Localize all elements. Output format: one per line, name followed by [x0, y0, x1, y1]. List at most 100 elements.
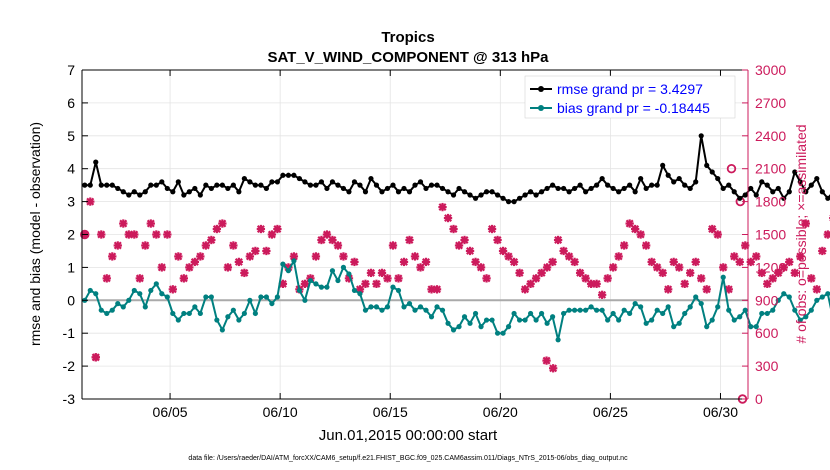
bias-point	[825, 291, 830, 297]
rmse-point	[538, 189, 545, 195]
obs-assimilated-marker	[350, 257, 359, 267]
bias-point	[153, 281, 159, 287]
rmse-point	[709, 169, 715, 175]
y-tick-right-label: 2400	[755, 128, 786, 144]
rmse-point	[214, 182, 220, 188]
bias-point	[483, 317, 490, 323]
rmse-point	[351, 179, 358, 185]
y-tick-left-label: -3	[63, 391, 76, 407]
bias-point	[406, 300, 413, 307]
obs-assimilated-marker	[372, 279, 381, 289]
rmse-point	[687, 185, 693, 192]
obs-assimilated-marker	[174, 252, 183, 261]
obs-assimilated-marker	[245, 252, 255, 261]
bias-point	[803, 314, 809, 320]
bias-point	[781, 291, 787, 297]
x-axis-label: Jun.01,2015 00:00:00 start	[319, 427, 498, 444]
rmse-point	[109, 182, 115, 188]
bias-point	[715, 304, 721, 310]
obs-assimilated-marker	[388, 241, 398, 250]
obs-assimilated-marker	[454, 241, 464, 250]
bias-point	[252, 310, 258, 317]
bias-point	[109, 307, 115, 313]
rmse-point	[148, 182, 154, 188]
rmse-point	[572, 185, 578, 192]
obs-assimilated-marker	[273, 224, 282, 234]
bias-point	[241, 310, 247, 317]
rmse-point	[654, 182, 660, 188]
obs-assimilated-marker	[91, 353, 100, 362]
rmse-point	[814, 175, 820, 182]
rmse-point	[494, 192, 501, 198]
y-tick-left-label: 7	[67, 62, 75, 78]
rmse-point	[671, 179, 677, 185]
rmse-point	[781, 195, 787, 201]
obs-assimilated-marker	[823, 230, 830, 239]
obs-assimilated-marker	[812, 285, 821, 294]
bias-point	[500, 330, 506, 336]
rmse-point	[252, 182, 258, 188]
bias-point	[395, 287, 402, 294]
rmse-point	[428, 182, 435, 188]
bias-point	[627, 310, 633, 317]
obs-assimilated-marker	[785, 257, 794, 267]
obs-assimilated-marker	[443, 213, 453, 223]
y-tick-left-label: -2	[63, 358, 76, 374]
rmse-point	[544, 185, 550, 192]
obs-assimilated-marker	[240, 268, 249, 278]
bias-point	[693, 294, 699, 300]
obs-assimilated-marker	[697, 274, 706, 283]
obs-assimilated-marker	[163, 230, 172, 239]
rmse-point	[561, 185, 567, 192]
rmse-point	[93, 159, 99, 165]
y-tick-right-label: 1800	[755, 194, 786, 210]
y-tick-right-label: 1500	[755, 227, 786, 243]
obs-assimilated-marker	[658, 268, 667, 278]
rmse-point	[137, 192, 143, 198]
bias-point	[236, 317, 242, 323]
obs-assimilated-marker	[471, 257, 480, 267]
obs-assimilated-marker	[460, 235, 469, 245]
rmse-point	[104, 182, 110, 188]
rmse-point	[175, 179, 181, 185]
bias-point	[720, 274, 726, 280]
chart-title: Tropics	[381, 29, 434, 46]
bias-point	[605, 317, 611, 323]
bias-point	[522, 317, 528, 323]
bias-point	[137, 291, 143, 297]
bias-point	[704, 324, 710, 330]
obs-assimilated-marker	[570, 257, 579, 267]
obs-assimilated-marker	[542, 356, 551, 365]
y-axis-left-label: rmse and bias (model - observation)	[27, 122, 43, 346]
obs-assimilated-marker	[603, 274, 612, 283]
obs-assimilated-marker	[708, 224, 717, 234]
bias-point	[456, 324, 462, 330]
bias-point	[489, 317, 495, 323]
rmse-point	[170, 189, 176, 195]
y-tick-right-label: 3000	[755, 62, 786, 78]
rmse-point	[461, 189, 468, 195]
obs-assimilated-marker	[614, 252, 623, 261]
bias-point	[649, 317, 655, 323]
rmse-point	[197, 192, 203, 198]
bias-point	[775, 297, 781, 303]
rmse-point	[505, 199, 512, 205]
rmse-point	[258, 182, 264, 188]
rmse-point	[819, 189, 825, 195]
rmse-point	[627, 182, 633, 188]
bias-point	[671, 324, 677, 330]
y-axis-right-label: # of obs: o=possible; ×=assimilated	[793, 124, 809, 343]
obs-assimilated-marker	[592, 279, 601, 289]
obs-assimilated-marker	[636, 230, 645, 239]
rmse-point	[704, 162, 710, 169]
rmse-point	[676, 175, 682, 182]
bias-point	[434, 304, 440, 310]
rmse-point	[439, 185, 446, 192]
bias-point	[203, 294, 209, 300]
bias-point	[417, 304, 424, 310]
bias-point	[390, 284, 396, 290]
bias-point	[329, 268, 336, 274]
y-tick-left-label: 6	[67, 95, 75, 111]
rmse-point	[368, 175, 374, 182]
x-tick-label: 06/05	[153, 404, 188, 420]
